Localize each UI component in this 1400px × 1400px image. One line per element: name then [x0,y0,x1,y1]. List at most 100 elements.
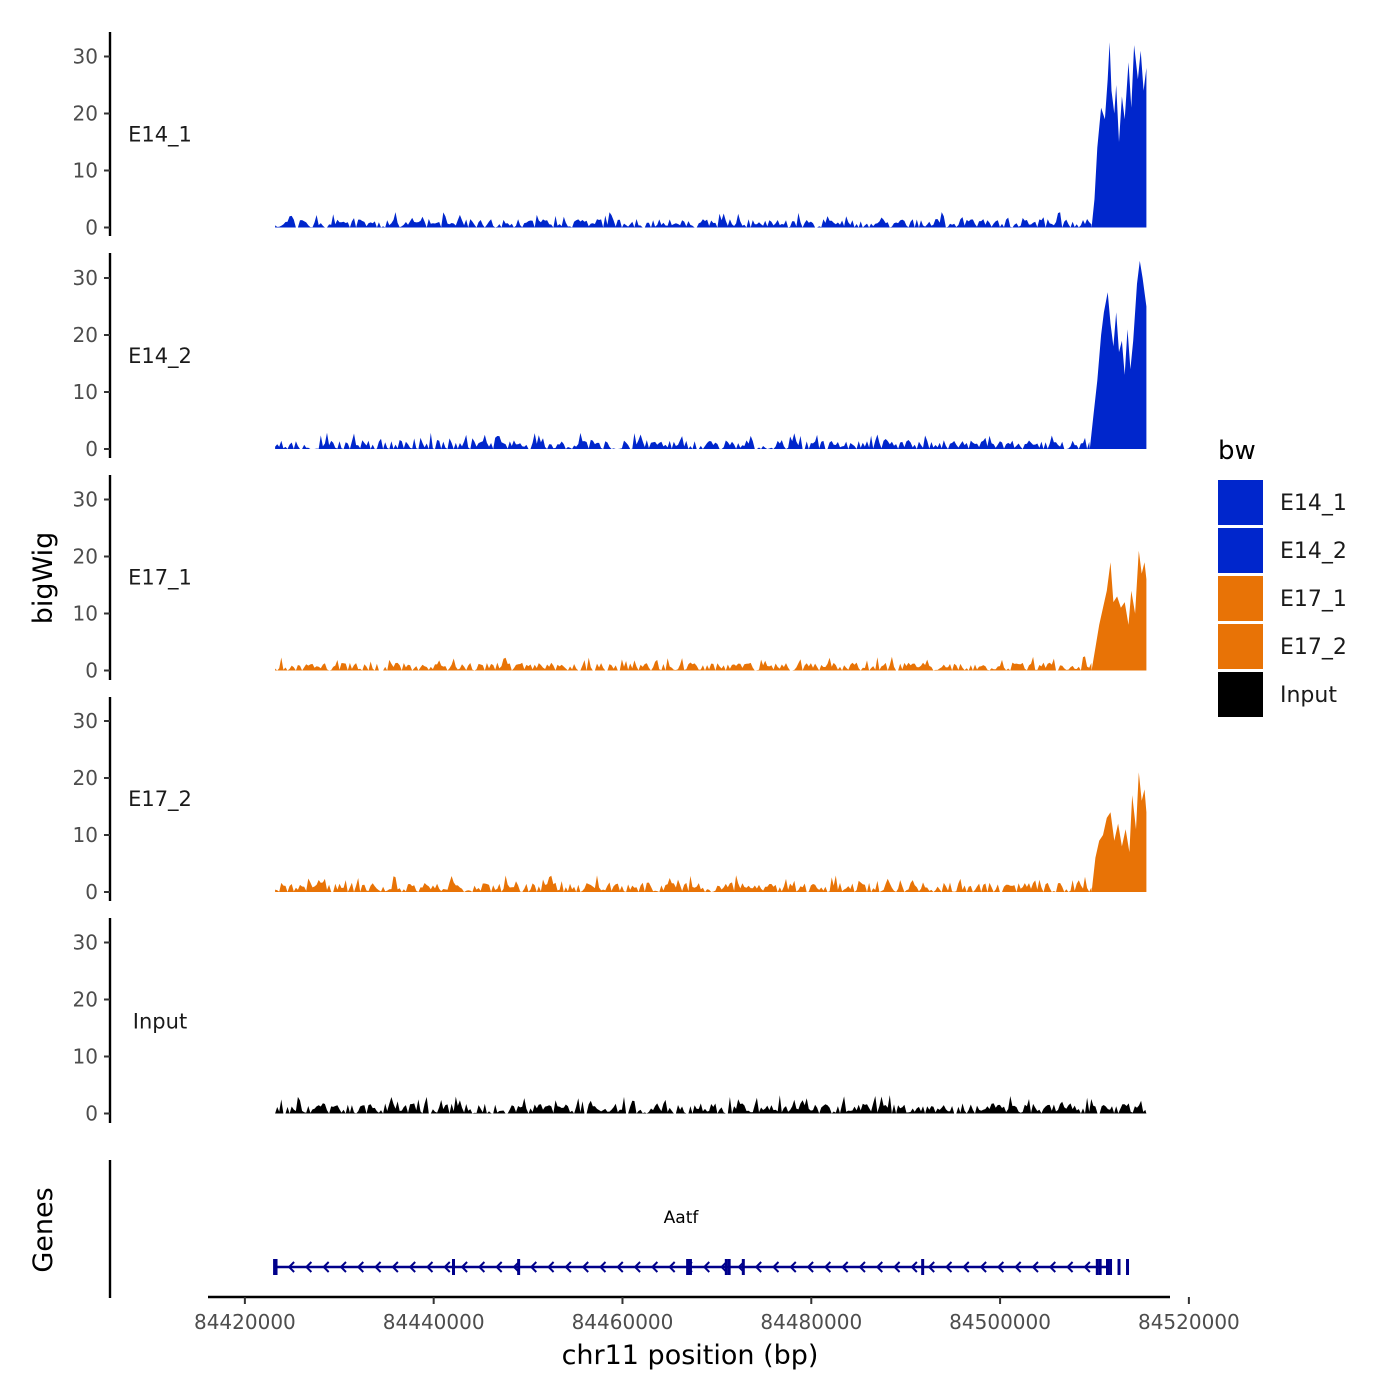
exon [273,1259,278,1275]
y-tick-label: 10 [73,823,98,847]
x-tick-label: 84460000 [572,1310,674,1334]
strand-arrow [391,1261,399,1273]
strand-arrow [996,1261,1005,1273]
strand-arrow [374,1261,382,1273]
strand-arrow [668,1261,676,1273]
strand-arrow [979,1261,987,1273]
y-tick-label: 20 [73,545,98,569]
legend-label-e14_1: E14_1 [1280,491,1347,516]
strand-arrow [495,1261,503,1273]
strand-arrow [841,1261,849,1273]
exon [1095,1259,1099,1275]
strand-arrow [1083,1261,1091,1273]
legend-swatch-e17_2 [1218,624,1263,669]
x-axis-title: chr11 position (bp) [562,1340,819,1371]
exon [687,1259,691,1275]
strand-arrow [650,1261,659,1273]
legend-swatch-e14_1 [1218,480,1263,525]
strand-arrow [1066,1261,1074,1273]
strand-arrow [547,1261,555,1273]
coverage-area-e14_1 [275,42,1147,228]
y-tick-label: 20 [73,988,98,1012]
strand-arrow [408,1261,416,1273]
strand-arrow [599,1261,607,1273]
legend-swatch-e14_2 [1218,528,1263,573]
strand-arrow [581,1261,589,1273]
y-tick-label: 30 [73,488,98,512]
exon [517,1259,521,1275]
y-tick-label: 20 [73,766,98,790]
track-label-e17_2: E17_2 [128,787,192,812]
genes-axis-title: Genes [28,1187,59,1272]
legend-label-e17_2: E17_2 [1280,635,1347,660]
x-tick-label: 84480000 [760,1310,862,1334]
legend-title: bw [1218,436,1256,466]
coverage-area-e17_1 [275,550,1147,671]
x-tick-label: 84500000 [949,1310,1051,1334]
strand-arrow [927,1261,935,1273]
y-tick-label: 10 [73,159,98,183]
strand-arrow [529,1261,537,1273]
strand-arrow [823,1261,832,1273]
x-tick-label: 84440000 [383,1310,485,1334]
strand-arrow [754,1261,762,1273]
exon [724,1259,728,1275]
y-tick-label: 30 [73,709,98,733]
y-tick-label: 10 [73,602,98,626]
y-tick-label: 0 [85,880,98,904]
exon [1098,1259,1102,1275]
strand-arrow [616,1261,624,1273]
strand-arrow [910,1261,918,1273]
strand-arrow [702,1261,710,1273]
coverage-area-e17_2 [275,772,1147,892]
y-tick-label: 30 [73,45,98,69]
legend-swatch-input [1218,672,1263,717]
strand-arrow [304,1261,313,1273]
strand-arrow [945,1261,953,1273]
y-tick-label: 30 [73,266,98,290]
legend-label-e14_2: E14_2 [1280,539,1347,564]
y-axis-title: bigWig [28,532,59,625]
strand-arrow [356,1261,364,1273]
gene-label-aatf: Aatf [664,1208,700,1228]
strand-arrow [1031,1261,1039,1273]
strand-arrow [1014,1261,1022,1273]
y-tick-label: 0 [85,437,98,461]
y-tick-label: 10 [73,380,98,404]
exon [741,1259,745,1275]
strand-arrow [789,1261,797,1273]
y-tick-label: 0 [85,659,98,683]
y-tick-label: 10 [73,1045,98,1069]
exon [688,1259,692,1275]
track-label-e14_2: E14_2 [128,344,192,369]
legend-label-e17_1: E17_1 [1280,587,1347,612]
coverage-area-e14_2 [275,260,1147,449]
exon [1109,1259,1113,1275]
strand-arrow [460,1261,468,1273]
x-tick-label: 84520000 [1138,1310,1240,1334]
y-tick-label: 30 [73,931,98,955]
exon [921,1259,925,1275]
strand-arrow [564,1261,572,1273]
exon [727,1259,731,1275]
strand-arrow [443,1261,451,1273]
strand-arrow [339,1261,347,1273]
exon [1117,1259,1121,1275]
y-tick-label: 20 [73,102,98,126]
x-tick-label: 84420000 [194,1310,296,1334]
y-tick-label: 0 [85,216,98,240]
strand-arrow [772,1261,780,1273]
legend-swatch-e17_1 [1218,576,1263,621]
legend-label-input: Input [1280,683,1337,708]
strand-arrow [287,1261,295,1273]
track-label-input: Input [133,1010,187,1034]
exon [1126,1259,1130,1275]
strand-arrow [426,1261,434,1273]
track-label-e17_1: E17_1 [128,566,192,591]
y-tick-label: 0 [85,1102,98,1126]
exon [452,1259,456,1275]
y-tick-label: 20 [73,323,98,347]
strand-arrow [893,1261,901,1273]
strand-arrow [806,1261,814,1273]
